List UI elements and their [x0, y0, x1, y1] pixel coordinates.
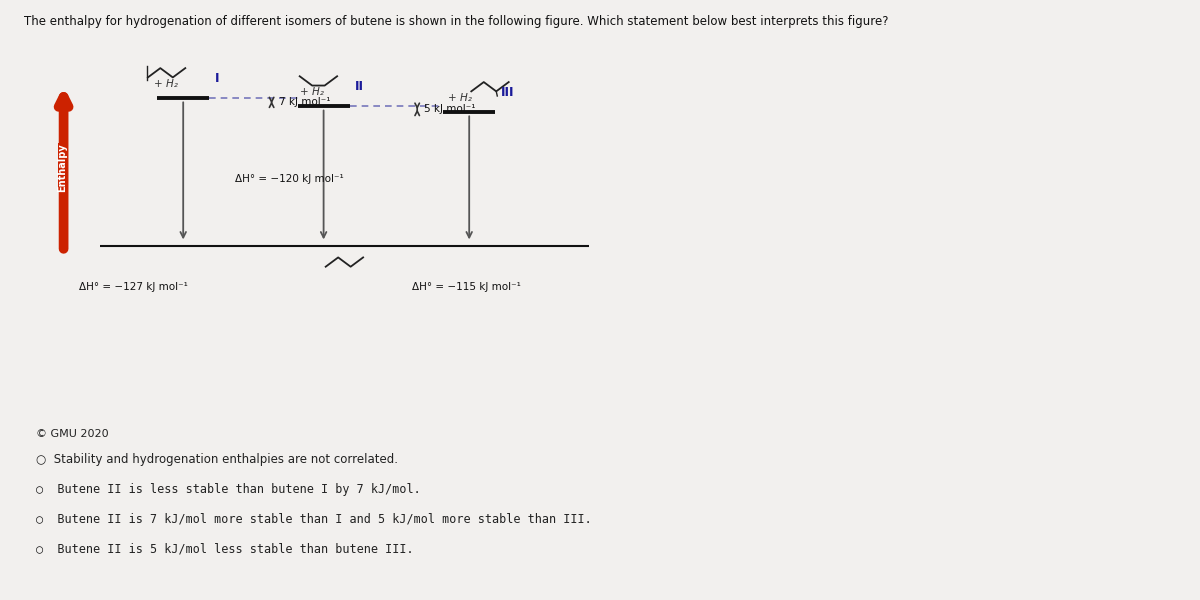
Text: Enthalpy: Enthalpy — [58, 143, 67, 192]
Text: ○  Stability and hydrogenation enthalpies are not correlated.: ○ Stability and hydrogenation enthalpies… — [36, 453, 398, 466]
Text: + H₂: + H₂ — [300, 87, 324, 97]
Text: © GMU 2020: © GMU 2020 — [36, 429, 109, 439]
Text: II: II — [355, 80, 364, 93]
Text: III: III — [500, 86, 514, 99]
Text: The enthalpy for hydrogenation of different isomers of butene is shown in the fo: The enthalpy for hydrogenation of differ… — [24, 15, 888, 28]
Text: ΔH° = −120 kJ mol⁻¹: ΔH° = −120 kJ mol⁻¹ — [235, 174, 344, 184]
Text: + H₂: + H₂ — [154, 79, 178, 89]
Text: I: I — [215, 72, 218, 85]
Text: ΔH° = −115 kJ mol⁻¹: ΔH° = −115 kJ mol⁻¹ — [412, 282, 521, 292]
Text: ○  Butene II is 5 kJ/mol less stable than butene III.: ○ Butene II is 5 kJ/mol less stable than… — [36, 543, 414, 556]
Text: + H₂: + H₂ — [449, 92, 473, 103]
Text: 5 kJ mol⁻¹: 5 kJ mol⁻¹ — [425, 104, 476, 115]
Text: ○  Butene II is less stable than butene I by 7 kJ/mol.: ○ Butene II is less stable than butene I… — [36, 483, 421, 496]
Text: ΔH° = −127 kJ mol⁻¹: ΔH° = −127 kJ mol⁻¹ — [79, 282, 188, 292]
Text: 7 kJ mol⁻¹: 7 kJ mol⁻¹ — [278, 97, 330, 107]
Text: ○  Butene II is 7 kJ/mol more stable than I and 5 kJ/mol more stable than III.: ○ Butene II is 7 kJ/mol more stable than… — [36, 513, 592, 526]
